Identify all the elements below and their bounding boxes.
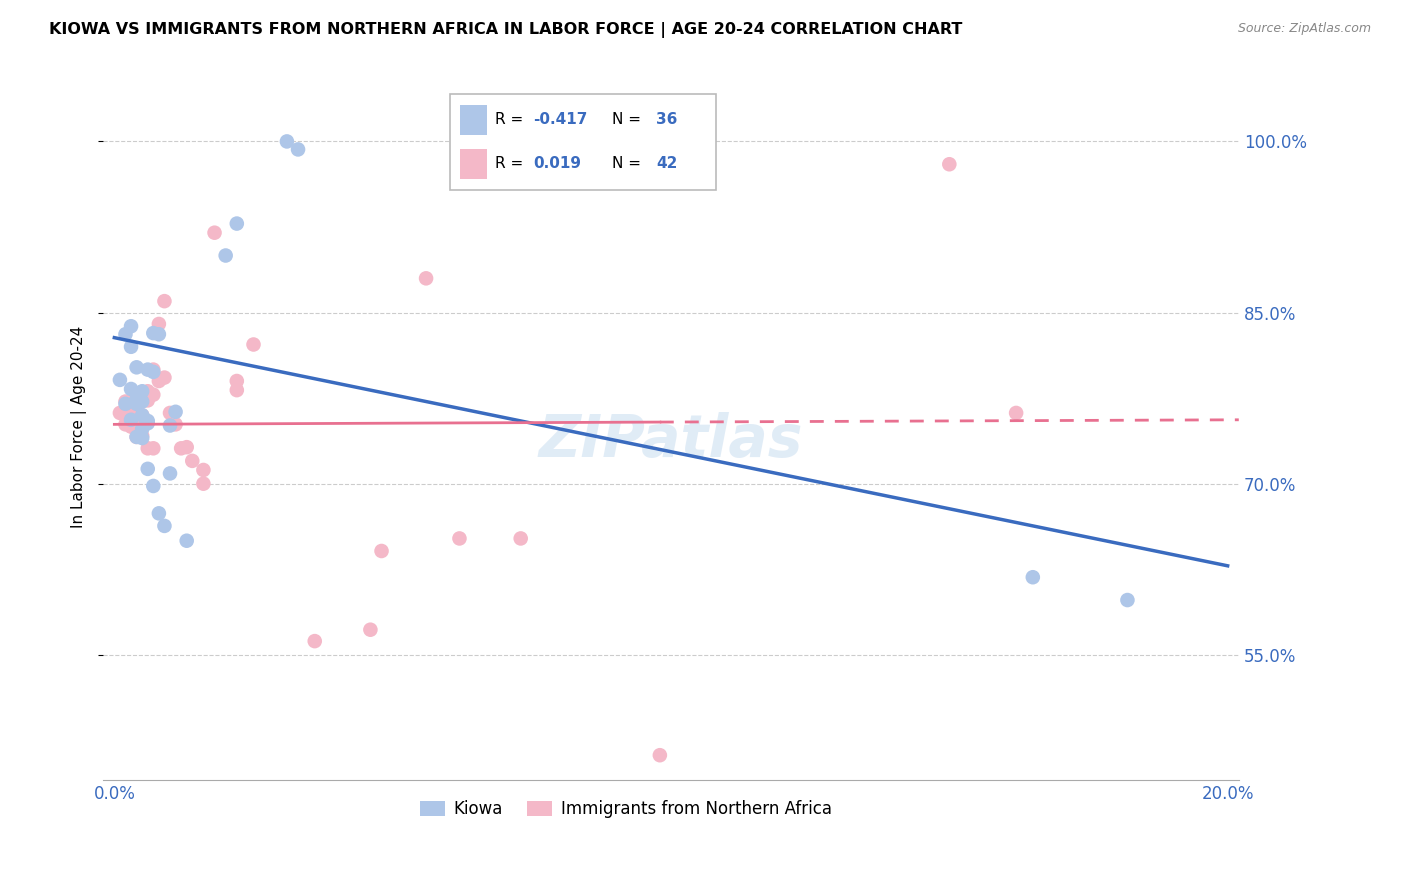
Point	[225, 383, 247, 397]
Point	[1022, 570, 1045, 584]
Point	[938, 157, 960, 171]
Point	[176, 533, 198, 548]
Point	[120, 340, 142, 354]
Point	[1116, 593, 1139, 607]
Point	[225, 374, 247, 388]
Point	[242, 337, 264, 351]
Point	[131, 409, 153, 423]
Point	[370, 544, 392, 558]
Point	[287, 143, 309, 157]
Point	[159, 406, 181, 420]
Point	[148, 506, 170, 520]
Point	[125, 430, 148, 444]
Point	[125, 417, 148, 432]
Point	[359, 623, 381, 637]
Point	[125, 397, 148, 411]
Point	[108, 406, 131, 420]
Point	[108, 373, 131, 387]
Point	[136, 442, 159, 456]
Text: Source: ZipAtlas.com: Source: ZipAtlas.com	[1237, 22, 1371, 36]
Point	[114, 327, 136, 342]
Point	[153, 370, 176, 384]
Point	[449, 532, 471, 546]
Point	[136, 362, 159, 376]
Point	[142, 326, 165, 340]
Point	[225, 217, 247, 231]
Point	[215, 248, 238, 262]
Point	[415, 271, 437, 285]
Point	[142, 365, 165, 379]
Point	[114, 417, 136, 432]
Point	[131, 409, 153, 423]
Point	[142, 387, 165, 401]
Point	[142, 362, 165, 376]
Point	[120, 419, 142, 434]
Point	[193, 476, 215, 491]
Legend: Kiowa, Immigrants from Northern Africa: Kiowa, Immigrants from Northern Africa	[413, 794, 838, 825]
Point	[648, 748, 671, 763]
Point	[131, 429, 153, 443]
Point	[176, 440, 198, 454]
Point	[120, 382, 142, 396]
Point	[142, 442, 165, 456]
Point	[148, 327, 170, 342]
Point	[136, 393, 159, 408]
Point	[136, 416, 159, 430]
Point	[120, 413, 142, 427]
Point	[509, 532, 531, 546]
Point	[131, 409, 153, 424]
Point	[120, 394, 142, 409]
Point	[1005, 406, 1028, 420]
Point	[153, 519, 176, 533]
Point	[159, 467, 181, 481]
Point	[142, 479, 165, 493]
Point	[193, 463, 215, 477]
Point	[131, 431, 153, 445]
Point	[125, 360, 148, 375]
Point	[136, 384, 159, 399]
Point	[114, 394, 136, 409]
Point	[125, 397, 148, 411]
Point	[276, 135, 298, 149]
Point	[125, 430, 148, 444]
Point	[165, 405, 187, 419]
Point	[131, 394, 153, 409]
Point	[120, 319, 142, 334]
Point	[125, 392, 148, 407]
Point	[136, 462, 159, 476]
Point	[159, 418, 181, 433]
Point	[170, 442, 193, 456]
Point	[153, 294, 176, 309]
Point	[204, 226, 226, 240]
Point	[131, 384, 153, 399]
Point	[148, 317, 170, 331]
Point	[181, 454, 204, 468]
Text: ZIPatlas: ZIPatlas	[538, 412, 803, 469]
Point	[114, 397, 136, 411]
Point	[120, 409, 142, 423]
Point	[131, 422, 153, 436]
Point	[136, 414, 159, 428]
Y-axis label: In Labor Force | Age 20-24: In Labor Force | Age 20-24	[72, 326, 87, 528]
Text: KIOWA VS IMMIGRANTS FROM NORTHERN AFRICA IN LABOR FORCE | AGE 20-24 CORRELATION : KIOWA VS IMMIGRANTS FROM NORTHERN AFRICA…	[49, 22, 963, 38]
Point	[304, 634, 326, 648]
Point	[148, 374, 170, 388]
Point	[165, 417, 187, 432]
